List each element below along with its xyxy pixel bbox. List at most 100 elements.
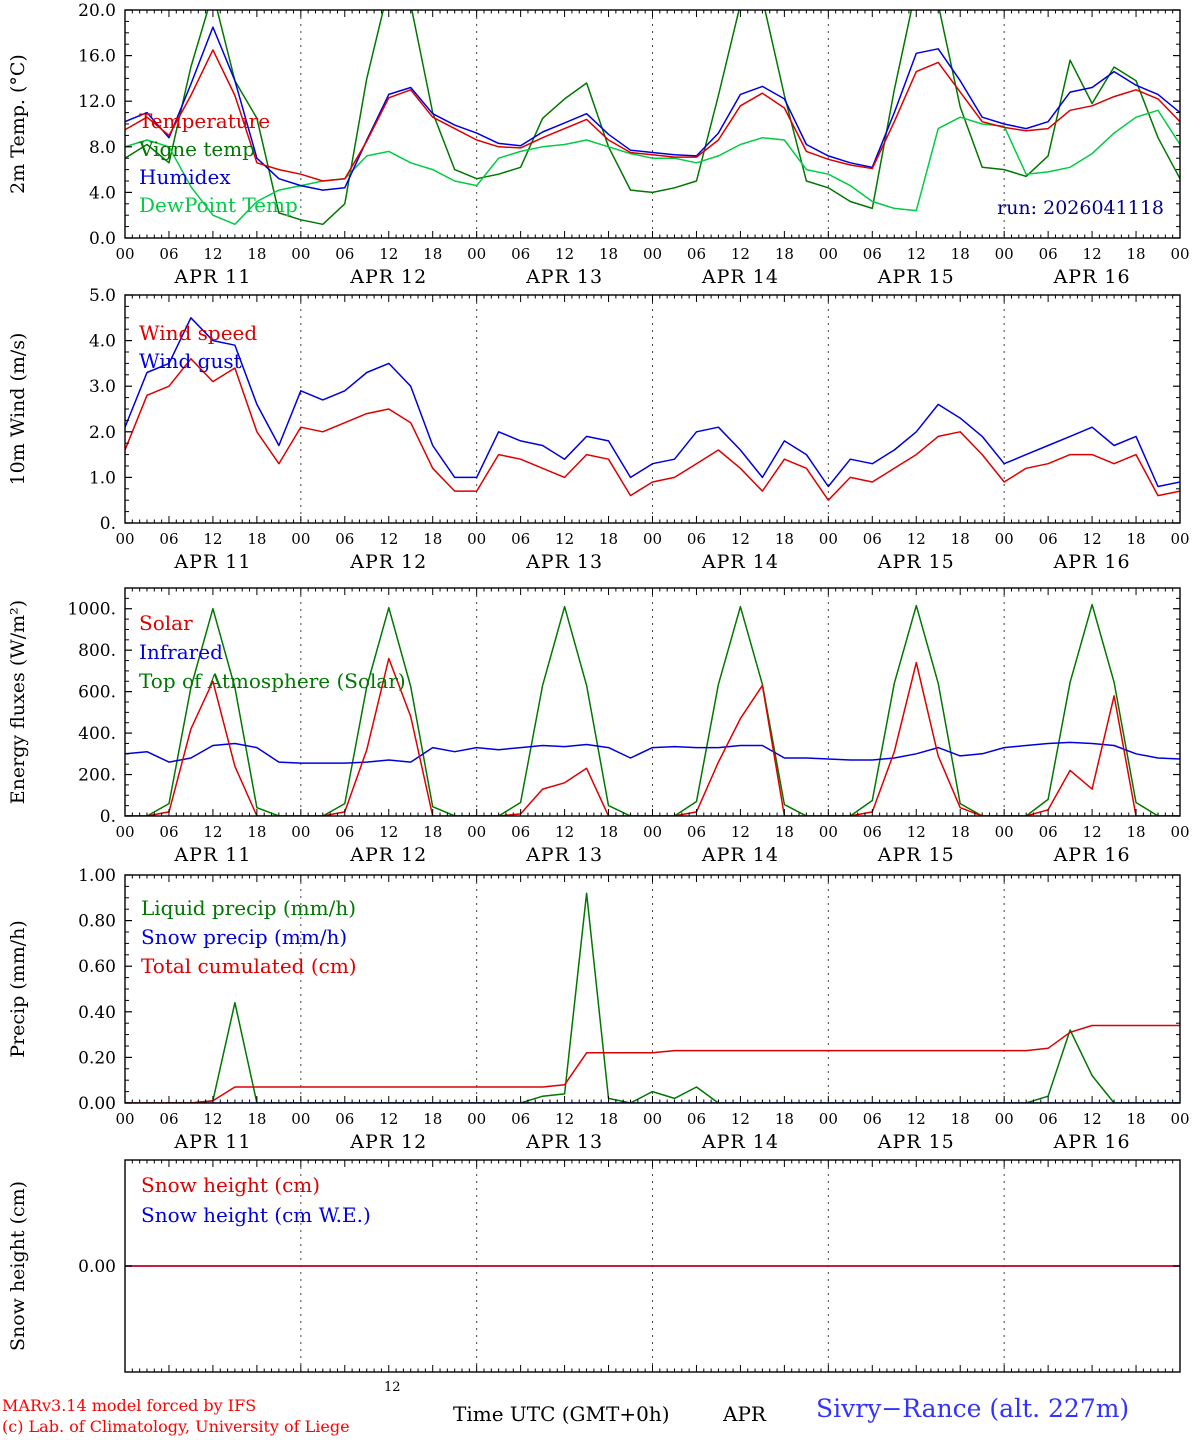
svg-text:12: 12 [1083, 530, 1102, 548]
svg-text:APR 15: APR 15 [877, 551, 955, 573]
svg-text:12: 12 [731, 530, 750, 548]
svg-text:4.0: 4.0 [89, 332, 116, 352]
svg-text:00: 00 [819, 245, 838, 263]
svg-text:0.60: 0.60 [78, 957, 116, 977]
svg-text:0.0: 0.0 [89, 229, 116, 249]
svg-text:00: 00 [995, 245, 1014, 263]
svg-text:00: 00 [643, 245, 662, 263]
svg-text:600.: 600. [78, 683, 116, 703]
svg-text:2.0: 2.0 [89, 423, 116, 443]
svg-text:0.00: 0.00 [78, 1257, 116, 1277]
temperature-panel: 00 06 12 18 00 06 12 18 00 06 12 18 00 06 12 18 00 06 12 18… [0, 1, 1194, 294]
snow-height-panel: 0.00 Snow height (cm) Snow height (cm) Snow… [0, 1152, 1194, 1392]
svg-text:06: 06 [511, 530, 530, 548]
svg-text:Vigne temp: Vigne temp [138, 137, 255, 161]
svg-text:10m Wind (m/s): 10m Wind (m/s) [7, 333, 29, 486]
svg-text:06: 06 [159, 1110, 178, 1128]
svg-text:00: 00 [467, 530, 486, 548]
svg-text:APR 13: APR 13 [525, 551, 603, 573]
svg-text:18: 18 [247, 1110, 266, 1128]
svg-text:run: 2026041118: run: 2026041118 [997, 197, 1164, 219]
svg-text:APR 11: APR 11 [173, 844, 251, 866]
svg-text:18: 18 [247, 530, 266, 548]
svg-text:APR 11: APR 11 [173, 266, 251, 288]
svg-text:12: 12 [203, 245, 222, 263]
svg-text:00: 00 [995, 823, 1014, 841]
svg-text:00: 00 [995, 530, 1014, 548]
svg-text:Humidex: Humidex [139, 165, 231, 189]
svg-text:18: 18 [1126, 245, 1145, 263]
svg-text:00: 00 [1170, 245, 1189, 263]
svg-text:APR 14: APR 14 [701, 551, 779, 573]
svg-text:APR 14: APR 14 [701, 266, 779, 288]
svg-text:APR 12: APR 12 [349, 844, 427, 866]
svg-text:00: 00 [115, 530, 134, 548]
svg-text:18: 18 [951, 530, 970, 548]
svg-text:12: 12 [907, 823, 926, 841]
svg-text:18: 18 [599, 823, 618, 841]
svg-text:APR 12: APR 12 [349, 266, 427, 288]
svg-text:06: 06 [335, 245, 354, 263]
svg-text:4.0: 4.0 [89, 183, 116, 203]
svg-text:18: 18 [1126, 1110, 1145, 1128]
svg-text:12: 12 [731, 245, 750, 263]
svg-text:00: 00 [467, 823, 486, 841]
svg-text:Liquid precip (mm/h): Liquid precip (mm/h) [141, 896, 356, 920]
svg-text:00: 00 [643, 823, 662, 841]
svg-text:12: 12 [555, 823, 574, 841]
svg-text:APR 12: APR 12 [349, 1131, 427, 1153]
svg-text:Temperature: Temperature [139, 109, 270, 133]
svg-text:18: 18 [1126, 530, 1145, 548]
svg-text:APR 16: APR 16 [1053, 266, 1131, 288]
svg-text:APR 15: APR 15 [877, 844, 955, 866]
svg-text:12: 12 [731, 1110, 750, 1128]
svg-text:APR 15: APR 15 [877, 266, 955, 288]
svg-text:Total cumulated (cm): Total cumulated (cm) [141, 954, 357, 978]
svg-text:06: 06 [863, 1110, 882, 1128]
svg-text:12: 12 [379, 1110, 398, 1128]
svg-text:06: 06 [687, 1110, 706, 1128]
svg-text:0.: 0. [100, 514, 116, 534]
svg-text:0.80: 0.80 [78, 912, 116, 932]
svg-text:200.: 200. [78, 766, 116, 786]
svg-text:00: 00 [467, 245, 486, 263]
svg-text:00: 00 [115, 245, 134, 263]
svg-text:12: 12 [379, 823, 398, 841]
svg-text:APR 13: APR 13 [525, 1131, 603, 1153]
svg-text:APR 11: APR 11 [173, 1131, 251, 1153]
svg-text:Snow height (cm): Snow height (cm) [7, 1181, 29, 1351]
svg-text:12: 12 [907, 245, 926, 263]
svg-text:00: 00 [291, 823, 310, 841]
svg-text:06: 06 [159, 530, 178, 548]
svg-text:20.0: 20.0 [78, 2, 116, 21]
svg-text:06: 06 [1039, 245, 1058, 263]
svg-text:18: 18 [775, 823, 794, 841]
svg-text:2m Temp. (°C): 2m Temp. (°C) [7, 54, 29, 194]
svg-text:Wind speed: Wind speed [139, 321, 257, 345]
svg-text:16.0: 16.0 [78, 47, 116, 67]
svg-text:Top of Atmosphere (Solar): Top of Atmosphere (Solar) [139, 669, 406, 693]
svg-text:0.: 0. [100, 807, 116, 827]
svg-text:00: 00 [995, 1110, 1014, 1128]
svg-text:06: 06 [511, 245, 530, 263]
svg-text:06: 06 [159, 245, 178, 263]
svg-text:APR 11: APR 11 [173, 551, 251, 573]
svg-text:DewPoint Temp: DewPoint Temp [139, 193, 298, 217]
svg-text:00: 00 [819, 1110, 838, 1128]
svg-text:18: 18 [247, 823, 266, 841]
svg-text:00: 00 [819, 823, 838, 841]
svg-text:Energy fluxes (W/m²): Energy fluxes (W/m²) [7, 600, 29, 804]
svg-text:18: 18 [247, 245, 266, 263]
svg-text:12: 12 [731, 823, 750, 841]
svg-text:12: 12 [555, 245, 574, 263]
svg-text:18: 18 [423, 530, 442, 548]
svg-text:00: 00 [1170, 530, 1189, 548]
energy-flux-panel: 00 06 12 18 00 06 12 18 00 06 12 18 00 06 12 18 00 06 12 18… [0, 580, 1194, 872]
svg-text:00: 00 [1170, 823, 1189, 841]
svg-text:Snow height (cm): Snow height (cm) [141, 1173, 320, 1197]
svg-text:1.0: 1.0 [89, 468, 116, 488]
svg-text:5.0: 5.0 [89, 287, 116, 306]
svg-text:0.00: 0.00 [78, 1094, 116, 1114]
svg-text:12: 12 [203, 530, 222, 548]
svg-text:06: 06 [511, 823, 530, 841]
